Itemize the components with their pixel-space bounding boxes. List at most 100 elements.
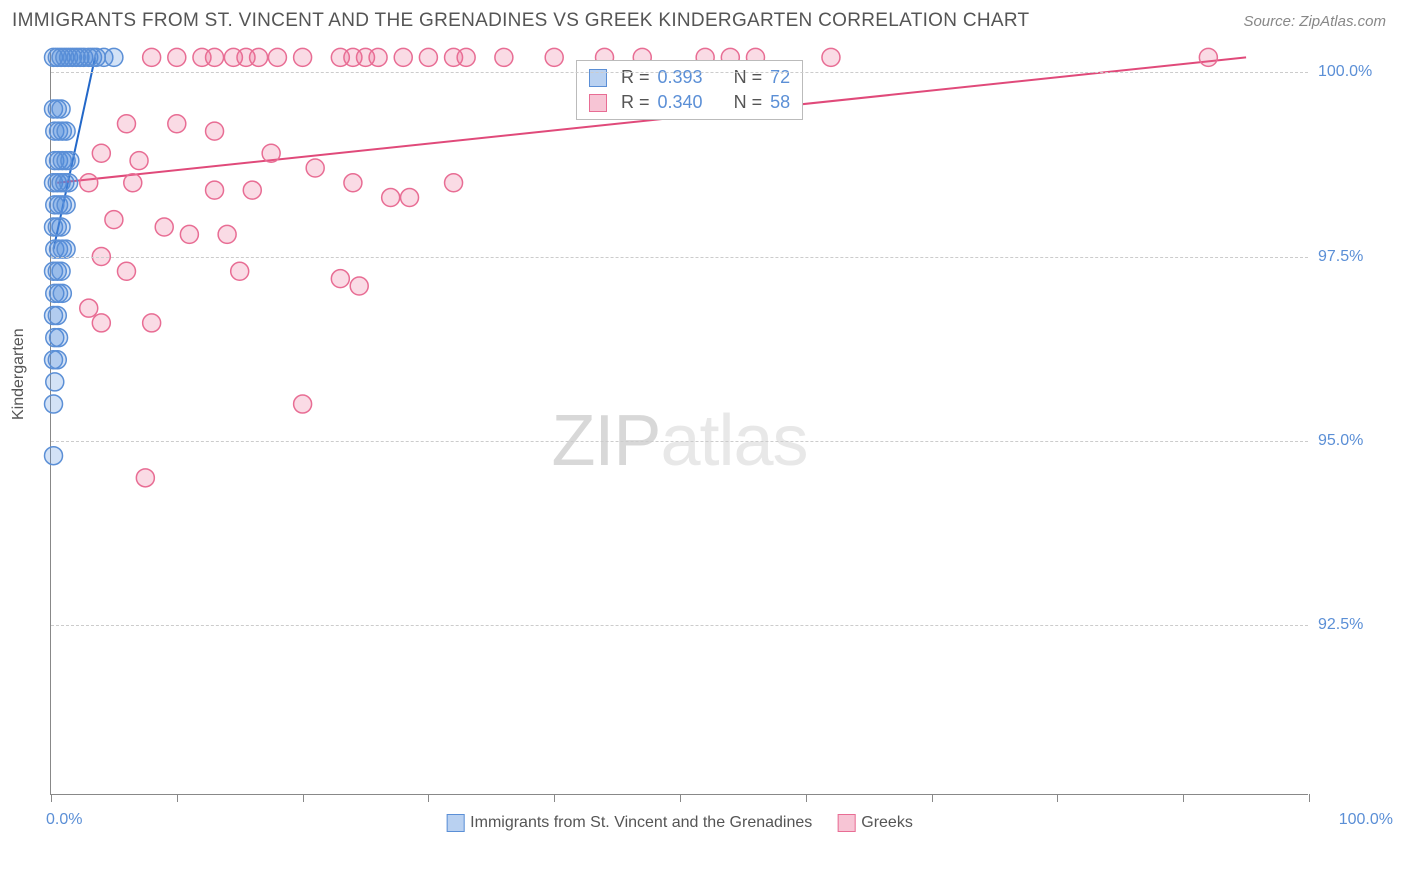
scatter-point	[168, 115, 186, 133]
legend-item: Immigrants from St. Vincent and the Gren…	[446, 814, 812, 832]
scatter-point	[382, 189, 400, 207]
scatter-point	[218, 225, 236, 243]
x-axis-min-label: 0.0%	[46, 811, 82, 829]
scatter-point	[143, 48, 161, 66]
x-tick	[1057, 794, 1058, 802]
scatter-point	[45, 447, 63, 465]
chart-plot-area: ZIPatlas R =0.393N =72R =0.340N =58 0.0%…	[50, 50, 1308, 795]
scatter-point	[250, 48, 268, 66]
correlation-box: R = 0.393 N = 72 R = 0.340 N = 58	[576, 60, 803, 120]
r-value: 0.393	[658, 65, 703, 90]
scatter-point	[48, 307, 66, 325]
scatter-point	[53, 284, 71, 302]
scatter-point	[52, 262, 70, 280]
legend-bottom: Immigrants from St. Vincent and the Gren…	[446, 814, 913, 832]
n-value: 72	[770, 65, 790, 90]
correlation-row: R = 0.340 N = 58	[589, 90, 790, 115]
scatter-point	[262, 144, 280, 162]
y-axis-label: Kindergarten	[10, 328, 28, 420]
x-tick	[428, 794, 429, 802]
r-label: R =	[621, 65, 650, 90]
chart-header: IMMIGRANTS FROM ST. VINCENT AND THE GREN…	[0, 0, 1406, 37]
scatter-point	[394, 48, 412, 66]
scatter-point	[80, 299, 98, 317]
scatter-point	[105, 48, 123, 66]
scatter-point	[52, 100, 70, 118]
y-tick-label: 97.5%	[1318, 248, 1388, 266]
scatter-svg	[51, 50, 1308, 794]
x-tick	[680, 794, 681, 802]
scatter-point	[124, 174, 142, 192]
legend-label: Immigrants from St. Vincent and the Gren…	[470, 814, 812, 831]
scatter-point	[495, 48, 513, 66]
x-tick	[554, 794, 555, 802]
y-tick-label: 92.5%	[1318, 616, 1388, 634]
scatter-point	[46, 373, 64, 391]
x-tick	[1309, 794, 1310, 802]
scatter-point	[92, 144, 110, 162]
scatter-point	[117, 262, 135, 280]
scatter-point	[105, 211, 123, 229]
scatter-point	[419, 48, 437, 66]
y-tick-label: 95.0%	[1318, 432, 1388, 450]
scatter-point	[50, 329, 68, 347]
scatter-point	[344, 174, 362, 192]
legend-swatch	[837, 814, 855, 832]
scatter-point	[231, 262, 249, 280]
scatter-point	[243, 181, 261, 199]
scatter-point	[350, 277, 368, 295]
legend-swatch	[446, 814, 464, 832]
y-tick-label: 100.0%	[1318, 63, 1388, 81]
x-axis-max-label: 100.0%	[1339, 811, 1393, 829]
scatter-point	[457, 48, 475, 66]
scatter-point	[168, 48, 186, 66]
scatter-point	[369, 48, 387, 66]
legend-label: Greeks	[861, 814, 913, 831]
x-tick	[1183, 794, 1184, 802]
n-label: N =	[734, 65, 763, 90]
scatter-point	[155, 218, 173, 236]
x-tick	[932, 794, 933, 802]
chart-source: Source: ZipAtlas.com	[1243, 13, 1386, 30]
scatter-point	[61, 152, 79, 170]
correlation-row: R = 0.393 N = 72	[589, 65, 790, 90]
legend-swatch	[589, 94, 607, 112]
scatter-point	[822, 48, 840, 66]
x-tick	[51, 794, 52, 802]
scatter-point	[52, 218, 70, 236]
scatter-point	[130, 152, 148, 170]
scatter-point	[92, 314, 110, 332]
scatter-point	[57, 196, 75, 214]
scatter-point	[60, 174, 78, 192]
r-value: 0.340	[658, 90, 703, 115]
scatter-point	[331, 270, 349, 288]
gridline-horizontal: 92.5%	[51, 625, 1308, 626]
scatter-point	[48, 351, 66, 369]
scatter-point	[294, 395, 312, 413]
n-value: 58	[770, 90, 790, 115]
scatter-point	[206, 48, 224, 66]
scatter-point	[294, 48, 312, 66]
x-tick	[303, 794, 304, 802]
n-label: N =	[734, 90, 763, 115]
scatter-point	[445, 174, 463, 192]
scatter-point	[206, 122, 224, 140]
scatter-point	[45, 395, 63, 413]
gridline-horizontal: 100.0%	[51, 72, 1308, 73]
scatter-point	[1199, 48, 1217, 66]
scatter-point	[180, 225, 198, 243]
scatter-point	[80, 174, 98, 192]
scatter-point	[117, 115, 135, 133]
scatter-point	[57, 122, 75, 140]
scatter-point	[268, 48, 286, 66]
scatter-point	[401, 189, 419, 207]
scatter-point	[306, 159, 324, 177]
gridline-horizontal: 97.5%	[51, 257, 1308, 258]
x-tick	[177, 794, 178, 802]
scatter-point	[136, 469, 154, 487]
scatter-point	[206, 181, 224, 199]
scatter-point	[545, 48, 563, 66]
scatter-point	[143, 314, 161, 332]
scatter-point	[57, 240, 75, 258]
r-label: R =	[621, 90, 650, 115]
